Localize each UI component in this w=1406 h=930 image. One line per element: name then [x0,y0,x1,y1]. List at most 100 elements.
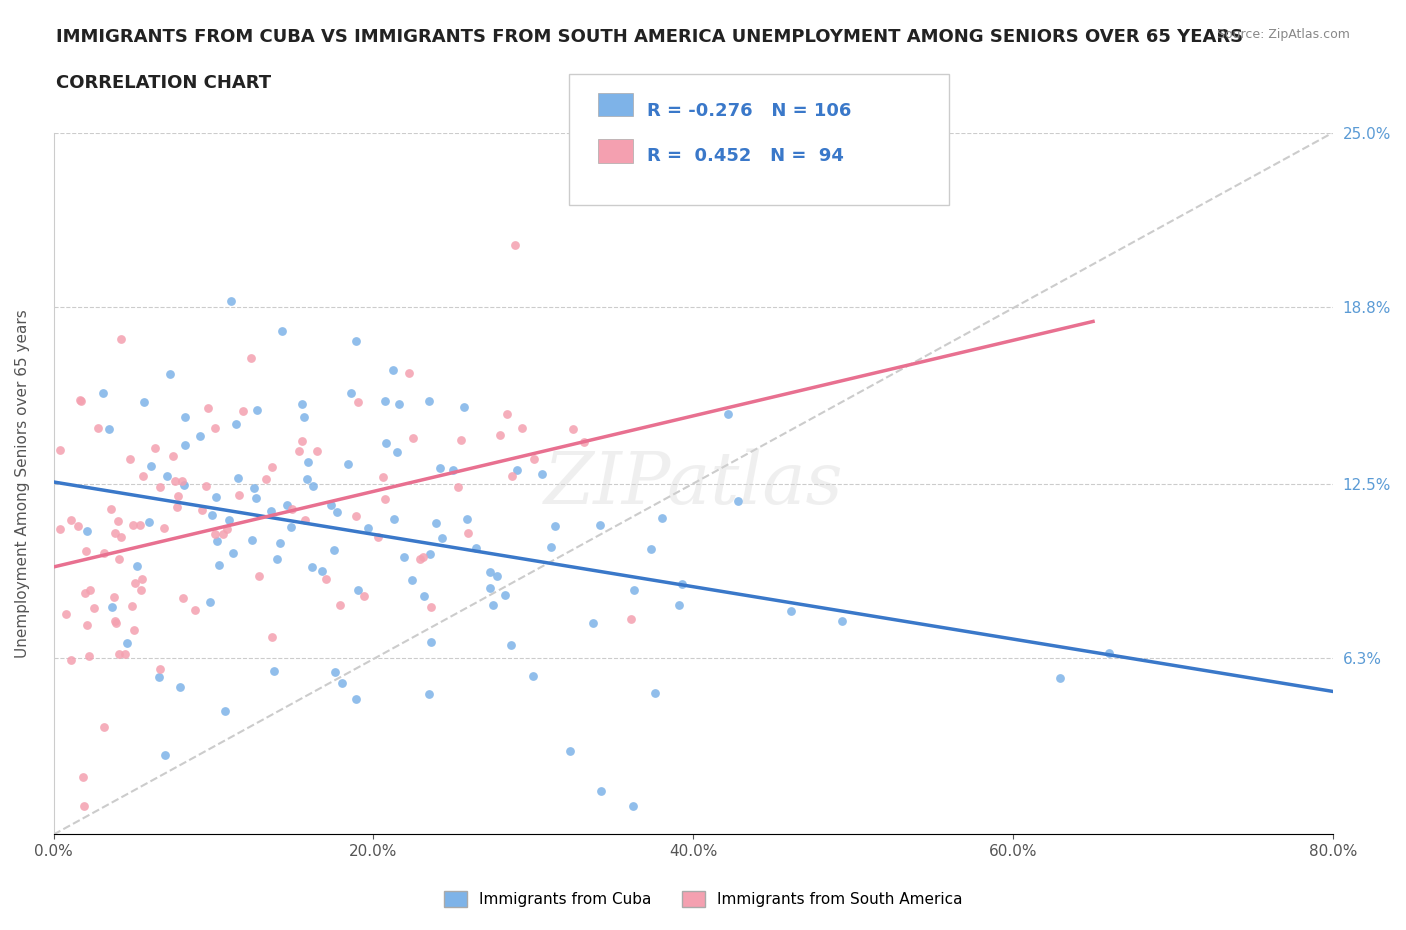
Point [668,597,690,612]
Point [165,473,187,488]
Point [385,445,408,459]
Point [408,551,430,566]
Point [212,526,235,541]
Point [73,585,96,600]
Point [207,534,229,549]
Point [394,550,416,565]
Point [143,441,166,456]
Point [73,799,96,814]
Point [70,393,93,408]
Point [172,473,194,488]
Point [174,437,197,452]
Point [501,469,523,484]
Point [457,525,479,540]
Point [110,529,132,544]
Point [398,365,420,380]
Point [464,541,486,556]
Point [561,421,583,436]
Point [402,431,425,445]
Point [302,478,325,493]
Point [291,433,314,448]
Point [412,589,434,604]
Text: R = -0.276   N = 106: R = -0.276 N = 106 [647,102,851,120]
Point [479,580,502,595]
Point [204,489,226,504]
Point [129,518,152,533]
Point [153,748,176,763]
Point [263,664,285,679]
Point [346,394,368,409]
Point [226,470,249,485]
Point [218,512,240,527]
Point [225,417,247,432]
Point [319,498,342,512]
Point [110,331,132,346]
Point [1098,645,1121,660]
Point [353,588,375,603]
Point [124,576,146,591]
Point [269,536,291,551]
Point [121,598,143,613]
Point [132,394,155,409]
Point [429,460,451,475]
Point [623,582,645,597]
Point [450,433,472,448]
Point [246,403,269,418]
Point [149,480,172,495]
Point [156,468,179,483]
Point [311,564,333,578]
Point [505,237,527,252]
Point [1049,671,1071,685]
Point [204,420,226,435]
Point [453,399,475,414]
Point [780,604,803,618]
Point [401,573,423,588]
Point [382,362,405,377]
Point [197,400,219,415]
Point [831,614,853,629]
Point [651,511,673,525]
Y-axis label: Unemployment Among Seniors over 65 years: Unemployment Among Seniors over 65 years [15,309,30,658]
Point [540,539,562,554]
Point [122,622,145,637]
Point [100,502,122,517]
Point [245,491,267,506]
Point [76,544,98,559]
Point [254,472,277,486]
Point [93,545,115,560]
Point [194,478,217,493]
Point [375,435,398,450]
Point [371,470,394,485]
Point [60,512,83,527]
Point [173,478,195,493]
Point [280,520,302,535]
Point [325,505,347,520]
Point [129,583,152,598]
Point [76,618,98,632]
Point [523,451,546,466]
Point [101,600,124,615]
Point [276,498,298,512]
Point [356,521,378,536]
Point [72,769,94,784]
Legend: Immigrants from Cuba, Immigrants from South America: Immigrants from Cuba, Immigrants from So… [437,884,969,913]
Point [49,443,72,458]
Point [201,507,224,522]
Point [204,526,226,541]
Point [214,704,236,719]
Point [482,597,505,612]
Point [374,393,396,408]
Point [138,515,160,530]
Point [260,460,283,475]
Point [717,406,740,421]
Point [152,520,174,535]
Point [127,558,149,573]
Point [478,565,501,579]
Point [337,457,360,472]
Text: ZIPatlas: ZIPatlas [544,448,844,519]
Point [574,434,596,449]
Point [315,572,337,587]
Point [367,530,389,545]
Point [219,294,242,309]
Text: CORRELATION CHART: CORRELATION CHART [56,74,271,92]
